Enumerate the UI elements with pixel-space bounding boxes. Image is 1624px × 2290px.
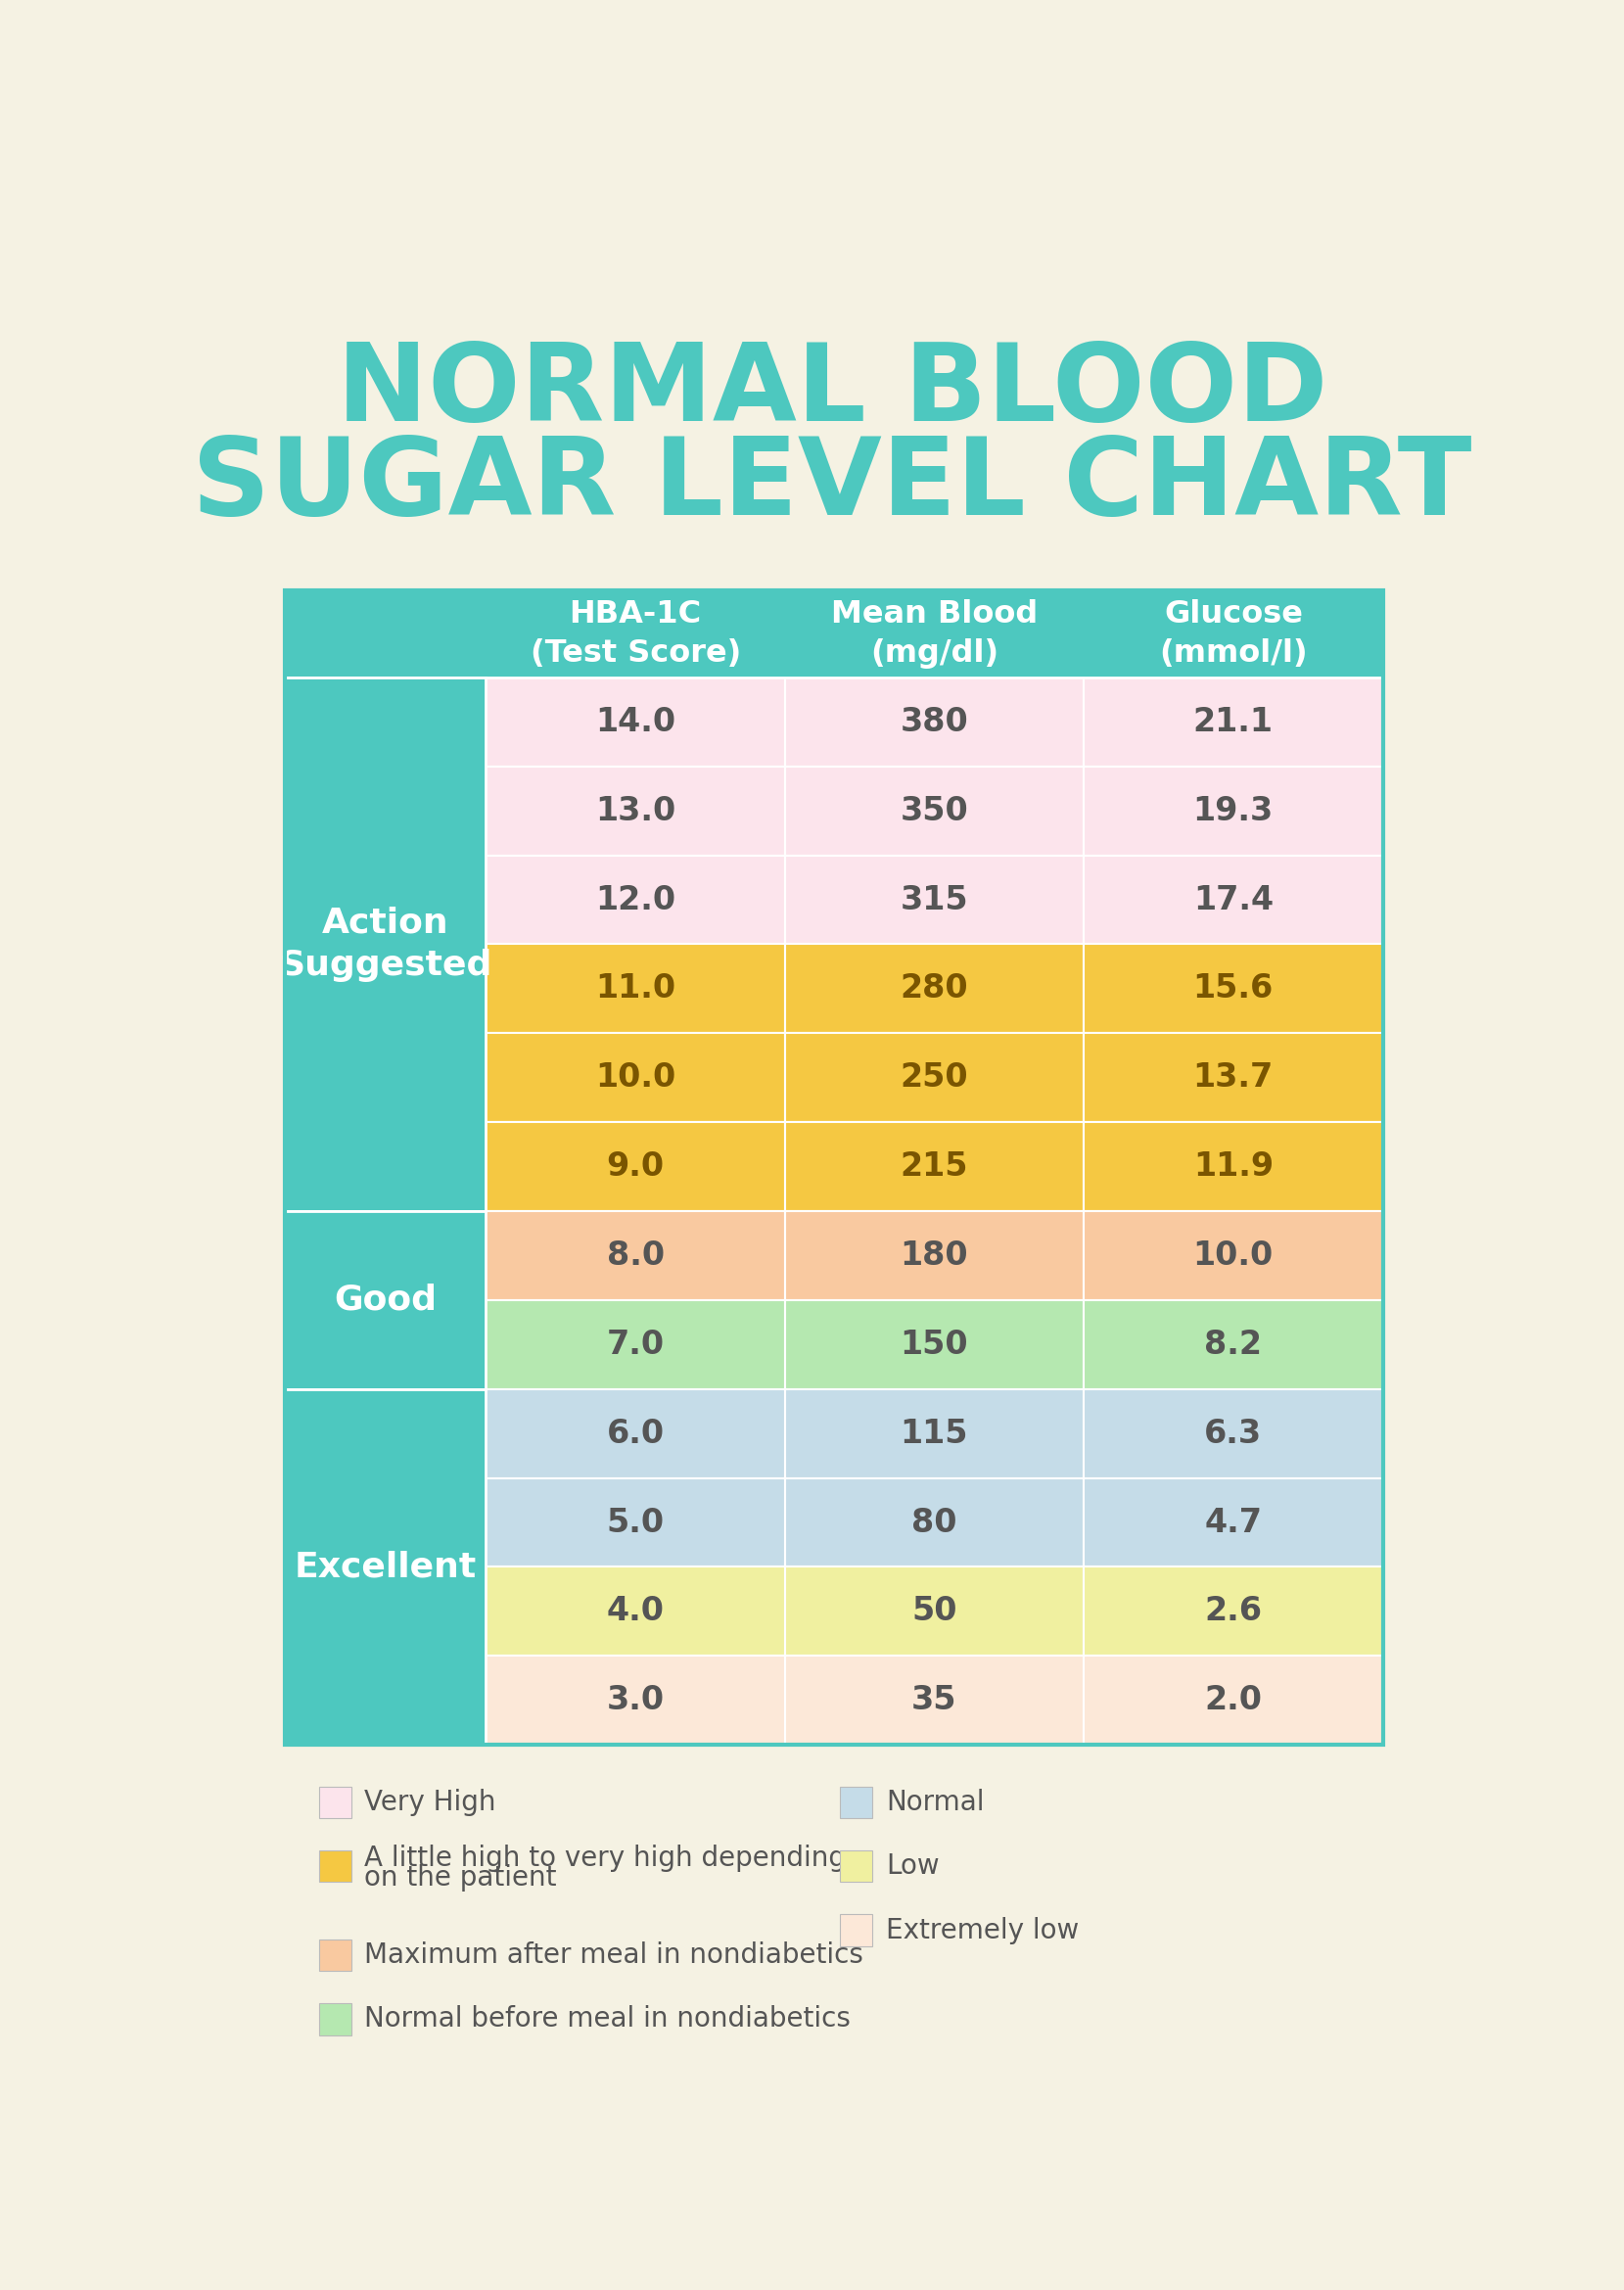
FancyBboxPatch shape — [486, 1211, 784, 1301]
Text: 9.0: 9.0 — [606, 1150, 664, 1182]
FancyBboxPatch shape — [486, 854, 784, 943]
Text: Maximum after meal in nondiabetics: Maximum after meal in nondiabetics — [365, 1942, 864, 1969]
FancyBboxPatch shape — [784, 1122, 1083, 1211]
Text: 21.1: 21.1 — [1194, 705, 1273, 737]
FancyBboxPatch shape — [784, 854, 1083, 943]
FancyBboxPatch shape — [1083, 1390, 1382, 1477]
FancyBboxPatch shape — [1083, 1033, 1382, 1122]
FancyBboxPatch shape — [486, 1656, 784, 1745]
FancyBboxPatch shape — [1083, 767, 1382, 854]
Text: 10.0: 10.0 — [594, 1063, 676, 1095]
FancyBboxPatch shape — [1083, 1122, 1382, 1211]
FancyBboxPatch shape — [284, 1211, 486, 1390]
FancyBboxPatch shape — [318, 1850, 351, 1882]
FancyBboxPatch shape — [318, 2004, 351, 2036]
Text: 115: 115 — [900, 1418, 968, 1450]
Text: Glucose
(mmol/l): Glucose (mmol/l) — [1160, 600, 1307, 669]
FancyBboxPatch shape — [486, 1301, 784, 1390]
FancyBboxPatch shape — [840, 1914, 872, 1946]
Text: 150: 150 — [900, 1328, 968, 1360]
Text: 10.0: 10.0 — [1194, 1239, 1273, 1271]
FancyBboxPatch shape — [284, 1390, 486, 1745]
FancyBboxPatch shape — [840, 1850, 872, 1882]
Text: 315: 315 — [900, 884, 968, 916]
Text: 2.0: 2.0 — [1205, 1683, 1262, 1718]
Text: Excellent: Excellent — [294, 1550, 476, 1585]
Text: Low: Low — [885, 1853, 939, 1880]
FancyBboxPatch shape — [486, 1033, 784, 1122]
FancyBboxPatch shape — [486, 1566, 784, 1656]
Text: NORMAL BLOOD: NORMAL BLOOD — [336, 339, 1327, 444]
FancyBboxPatch shape — [318, 1786, 351, 1818]
Text: 15.6: 15.6 — [1194, 973, 1273, 1005]
FancyBboxPatch shape — [486, 1390, 784, 1477]
Text: 350: 350 — [900, 795, 968, 827]
FancyBboxPatch shape — [318, 1940, 351, 1972]
FancyBboxPatch shape — [784, 678, 1083, 767]
Text: 8.2: 8.2 — [1205, 1328, 1262, 1360]
Text: 13.7: 13.7 — [1194, 1063, 1273, 1095]
FancyBboxPatch shape — [1083, 1477, 1382, 1566]
Text: 14.0: 14.0 — [596, 705, 676, 737]
Text: 215: 215 — [900, 1150, 968, 1182]
Text: 180: 180 — [900, 1239, 968, 1271]
FancyBboxPatch shape — [1083, 1301, 1382, 1390]
Text: 80: 80 — [911, 1507, 957, 1539]
Text: 13.0: 13.0 — [594, 795, 676, 827]
FancyBboxPatch shape — [486, 678, 784, 767]
FancyBboxPatch shape — [784, 1477, 1083, 1566]
Text: 4.0: 4.0 — [606, 1596, 664, 1628]
FancyBboxPatch shape — [486, 1122, 784, 1211]
FancyBboxPatch shape — [1083, 1211, 1382, 1301]
FancyBboxPatch shape — [1083, 854, 1382, 943]
Text: Normal: Normal — [885, 1788, 984, 1816]
Text: 380: 380 — [900, 705, 968, 737]
FancyBboxPatch shape — [784, 943, 1083, 1033]
Text: 5.0: 5.0 — [606, 1507, 664, 1539]
FancyBboxPatch shape — [784, 1301, 1083, 1390]
Text: on the patient: on the patient — [365, 1864, 557, 1892]
FancyBboxPatch shape — [840, 1786, 872, 1818]
Text: Extremely low: Extremely low — [885, 1917, 1078, 1944]
Text: A little high to very high depending: A little high to very high depending — [365, 1843, 846, 1871]
Text: Normal before meal in nondiabetics: Normal before meal in nondiabetics — [365, 2006, 851, 2034]
Text: Good: Good — [335, 1282, 437, 1317]
FancyBboxPatch shape — [486, 767, 784, 854]
Text: 19.3: 19.3 — [1194, 795, 1273, 827]
Text: 6.3: 6.3 — [1205, 1418, 1262, 1450]
FancyBboxPatch shape — [486, 943, 784, 1033]
FancyBboxPatch shape — [784, 1211, 1083, 1301]
FancyBboxPatch shape — [284, 591, 1382, 678]
FancyBboxPatch shape — [784, 1033, 1083, 1122]
Text: Very High: Very High — [365, 1788, 497, 1816]
Text: 35: 35 — [911, 1683, 957, 1718]
FancyBboxPatch shape — [1083, 1656, 1382, 1745]
Text: 4.7: 4.7 — [1205, 1507, 1262, 1539]
Text: 8.0: 8.0 — [606, 1239, 664, 1271]
Text: HBA-1C
(Test Score): HBA-1C (Test Score) — [529, 600, 741, 669]
Text: 11.9: 11.9 — [1194, 1150, 1273, 1182]
FancyBboxPatch shape — [784, 1390, 1083, 1477]
FancyBboxPatch shape — [784, 1656, 1083, 1745]
Text: Mean Blood
(mg/dl): Mean Blood (mg/dl) — [831, 600, 1038, 669]
FancyBboxPatch shape — [284, 678, 486, 1211]
Text: 3.0: 3.0 — [606, 1683, 664, 1718]
Text: 17.4: 17.4 — [1194, 884, 1273, 916]
FancyBboxPatch shape — [1083, 1566, 1382, 1656]
FancyBboxPatch shape — [784, 767, 1083, 854]
FancyBboxPatch shape — [1083, 678, 1382, 767]
Text: Action
Suggested: Action Suggested — [279, 907, 492, 982]
Text: 7.0: 7.0 — [606, 1328, 664, 1360]
Text: 50: 50 — [911, 1596, 957, 1628]
Text: 280: 280 — [900, 973, 968, 1005]
FancyBboxPatch shape — [486, 1477, 784, 1566]
FancyBboxPatch shape — [784, 1566, 1083, 1656]
Text: 11.0: 11.0 — [596, 973, 676, 1005]
Text: 2.6: 2.6 — [1205, 1596, 1262, 1628]
Text: 6.0: 6.0 — [606, 1418, 664, 1450]
FancyBboxPatch shape — [1083, 943, 1382, 1033]
Text: 250: 250 — [900, 1063, 968, 1095]
Text: 12.0: 12.0 — [596, 884, 676, 916]
Text: SUGAR LEVEL CHART: SUGAR LEVEL CHART — [192, 433, 1471, 538]
